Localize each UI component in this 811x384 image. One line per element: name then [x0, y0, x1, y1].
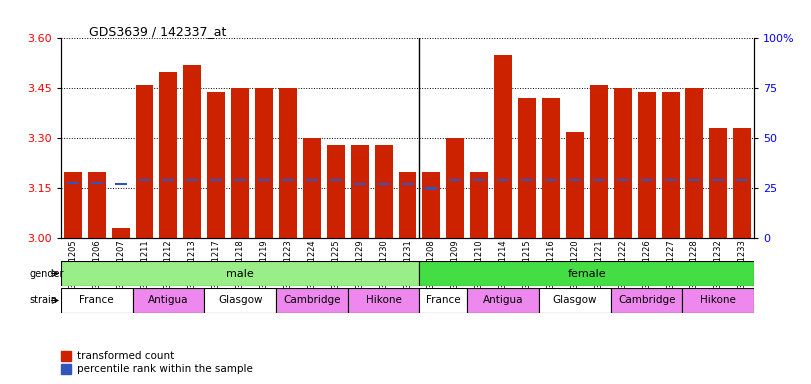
- Bar: [733, 128, 751, 238]
- Bar: [518, 98, 536, 238]
- Text: Glasgow: Glasgow: [218, 295, 263, 306]
- Bar: [282, 179, 294, 181]
- Bar: [67, 182, 79, 184]
- Bar: [187, 179, 199, 181]
- Bar: [112, 228, 130, 238]
- Text: gender: gender: [30, 268, 64, 279]
- Bar: [61, 288, 132, 313]
- Bar: [446, 138, 465, 238]
- Bar: [494, 55, 512, 238]
- Bar: [614, 88, 632, 238]
- Bar: [470, 172, 488, 238]
- Bar: [114, 183, 127, 185]
- Bar: [306, 179, 318, 181]
- Text: Hikone: Hikone: [366, 295, 401, 306]
- Bar: [664, 179, 676, 181]
- Text: Hikone: Hikone: [701, 295, 736, 306]
- Bar: [348, 288, 419, 313]
- Bar: [467, 288, 539, 313]
- Bar: [88, 172, 105, 238]
- Bar: [542, 98, 560, 238]
- Text: GDS3639 / 142337_at: GDS3639 / 142337_at: [89, 25, 226, 38]
- Text: France: France: [79, 295, 114, 306]
- Bar: [61, 261, 419, 286]
- Bar: [327, 145, 345, 238]
- Bar: [545, 179, 557, 181]
- Bar: [736, 179, 749, 181]
- Bar: [354, 182, 366, 185]
- Bar: [689, 179, 701, 181]
- Bar: [208, 92, 225, 238]
- Bar: [611, 288, 683, 313]
- Bar: [419, 261, 754, 286]
- Bar: [497, 179, 509, 181]
- Bar: [539, 288, 611, 313]
- Bar: [139, 179, 151, 181]
- Bar: [234, 179, 246, 181]
- Bar: [423, 172, 440, 238]
- Bar: [135, 85, 153, 238]
- Bar: [683, 288, 754, 313]
- Bar: [521, 179, 533, 181]
- Bar: [378, 182, 389, 185]
- Bar: [712, 179, 724, 181]
- Text: Antigua: Antigua: [148, 295, 189, 306]
- Bar: [91, 182, 103, 184]
- Bar: [569, 179, 581, 181]
- Text: Glasgow: Glasgow: [552, 295, 597, 306]
- Text: France: France: [426, 295, 461, 306]
- Bar: [401, 183, 414, 185]
- Bar: [419, 288, 467, 313]
- Bar: [641, 179, 653, 181]
- Bar: [64, 172, 82, 238]
- Bar: [616, 179, 629, 181]
- Text: percentile rank within the sample: percentile rank within the sample: [77, 364, 253, 374]
- Bar: [398, 172, 417, 238]
- Text: transformed count: transformed count: [77, 351, 174, 361]
- Bar: [210, 179, 222, 181]
- Bar: [474, 179, 485, 181]
- Bar: [255, 88, 273, 238]
- Bar: [449, 179, 461, 181]
- Bar: [590, 85, 607, 238]
- Bar: [160, 72, 178, 238]
- Text: female: female: [568, 268, 606, 279]
- Bar: [183, 65, 201, 238]
- Bar: [276, 288, 348, 313]
- Bar: [350, 145, 369, 238]
- Text: strain: strain: [30, 295, 58, 306]
- Bar: [204, 288, 276, 313]
- Text: Cambridge: Cambridge: [283, 295, 341, 306]
- Bar: [710, 128, 727, 238]
- Bar: [258, 179, 270, 181]
- Bar: [426, 187, 437, 190]
- Bar: [330, 179, 341, 181]
- Text: Cambridge: Cambridge: [618, 295, 676, 306]
- Bar: [566, 132, 584, 238]
- Bar: [231, 88, 249, 238]
- Bar: [132, 288, 204, 313]
- Text: Antigua: Antigua: [483, 295, 523, 306]
- Bar: [662, 92, 680, 238]
- Bar: [279, 88, 297, 238]
- Bar: [303, 138, 321, 238]
- Bar: [375, 145, 393, 238]
- Bar: [685, 88, 703, 238]
- Bar: [593, 179, 605, 181]
- Bar: [162, 179, 174, 181]
- Bar: [637, 92, 655, 238]
- Text: male: male: [226, 268, 254, 279]
